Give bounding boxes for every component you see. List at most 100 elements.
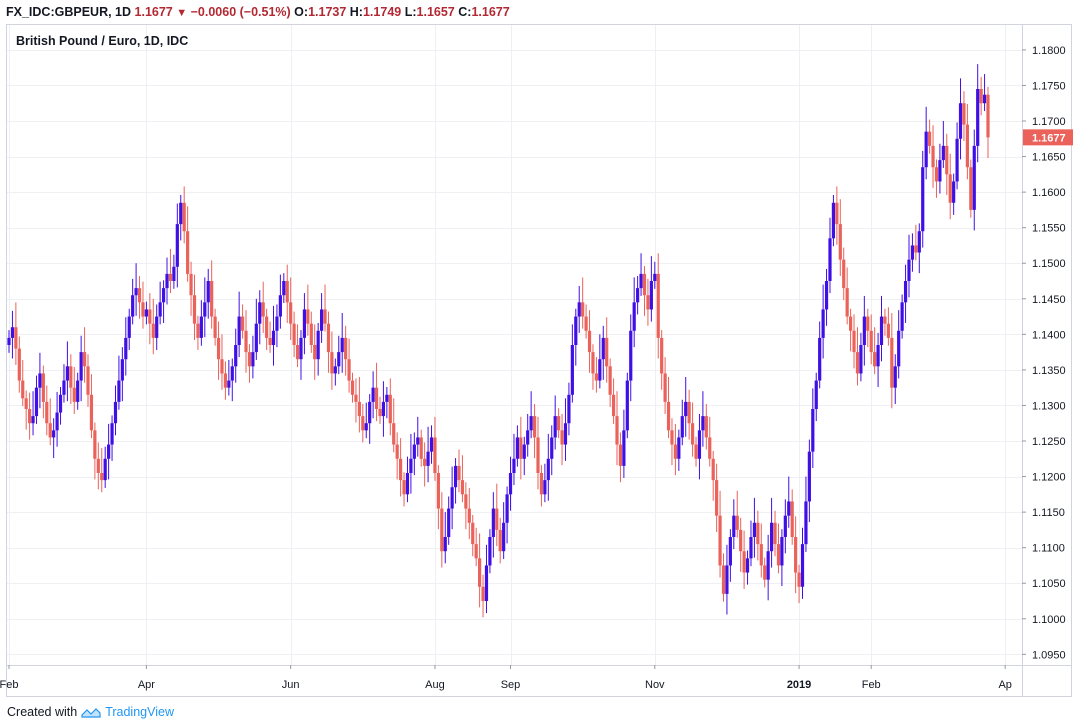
candle-down bbox=[189, 273, 193, 296]
candle-up bbox=[749, 537, 753, 559]
candle-down bbox=[361, 416, 365, 431]
candle-down bbox=[611, 394, 616, 417]
candle-down bbox=[344, 337, 348, 360]
candle-down bbox=[928, 131, 932, 146]
candle-down bbox=[24, 398, 28, 409]
candle-down bbox=[969, 167, 973, 210]
candle-down bbox=[457, 465, 461, 481]
candle-down bbox=[776, 544, 781, 566]
high-value: 1.1749 bbox=[362, 5, 402, 19]
candle-up bbox=[629, 330, 633, 381]
candle-down bbox=[378, 409, 382, 417]
candle-down bbox=[323, 309, 327, 324]
candle-down bbox=[423, 458, 427, 466]
candle-down bbox=[374, 387, 379, 409]
candle-up bbox=[416, 437, 420, 445]
candle-up bbox=[491, 508, 495, 537]
candle-down bbox=[464, 494, 468, 509]
candle-up bbox=[632, 302, 636, 331]
candle-down bbox=[440, 508, 444, 552]
candle-up bbox=[175, 224, 179, 267]
candle-down bbox=[467, 508, 471, 523]
open-label: O: bbox=[294, 5, 309, 19]
candle-up bbox=[203, 302, 207, 317]
candle-up bbox=[921, 167, 925, 232]
candle-up bbox=[769, 522, 774, 552]
candle-down bbox=[715, 480, 719, 516]
tradingview-brand[interactable]: TradingView bbox=[105, 705, 174, 719]
candle-down bbox=[742, 551, 746, 573]
candle-down bbox=[852, 330, 856, 353]
y-tick-label: 1.1000 bbox=[1032, 614, 1066, 626]
candle-down bbox=[965, 124, 969, 168]
candle-up bbox=[859, 345, 863, 374]
open-value: 1.1737 bbox=[308, 5, 347, 19]
candle-up bbox=[172, 266, 176, 281]
candle-up bbox=[550, 437, 554, 459]
candle-down bbox=[670, 430, 674, 445]
candle-down bbox=[931, 145, 935, 168]
candle-up bbox=[502, 522, 506, 552]
x-tick-label: Apr bbox=[138, 679, 155, 691]
x-tick-label: Sep bbox=[501, 679, 521, 691]
candle-up bbox=[752, 522, 757, 537]
candle-down bbox=[168, 273, 173, 281]
candle-up bbox=[443, 537, 447, 552]
candle-down bbox=[100, 473, 104, 481]
last-price-tag-label: 1.1677 bbox=[1032, 132, 1066, 144]
candle-up bbox=[876, 345, 880, 367]
candle-up bbox=[340, 337, 344, 353]
candle-down bbox=[292, 323, 296, 345]
y-tick-label: 1.1800 bbox=[1032, 45, 1066, 57]
candle-up bbox=[972, 145, 976, 210]
candle-down bbox=[244, 330, 248, 353]
candle-up bbox=[814, 380, 818, 409]
y-tick-label: 1.1250 bbox=[1032, 436, 1066, 448]
candle-down bbox=[735, 515, 739, 530]
candle-down bbox=[481, 586, 485, 601]
candle-up bbox=[625, 380, 629, 431]
candle-up bbox=[910, 245, 915, 260]
candle-down bbox=[419, 437, 423, 459]
candle-up bbox=[254, 323, 258, 353]
candle-up bbox=[271, 330, 276, 345]
candle-up bbox=[368, 401, 372, 424]
candle-down bbox=[265, 316, 269, 338]
candle-up bbox=[76, 380, 80, 402]
candle-down bbox=[845, 288, 849, 317]
candle-up bbox=[426, 451, 430, 466]
candle-down bbox=[330, 352, 334, 374]
footer-credit[interactable]: Created with TradingView bbox=[7, 705, 174, 719]
y-tick-label: 1.1200 bbox=[1032, 472, 1066, 484]
candle-down bbox=[357, 401, 361, 417]
candle-down bbox=[690, 423, 695, 445]
candle-up bbox=[155, 316, 159, 338]
candle-down bbox=[557, 416, 561, 431]
candle-up bbox=[412, 444, 416, 459]
price-change: −0.0060 (−0.51%) bbox=[190, 5, 291, 19]
candle-down bbox=[213, 316, 217, 338]
candle-down bbox=[41, 373, 45, 402]
candle-series bbox=[7, 64, 990, 618]
candle-up bbox=[563, 423, 568, 445]
candle-up bbox=[804, 501, 808, 545]
candle-up bbox=[7, 337, 11, 345]
candle-down bbox=[656, 273, 660, 338]
candle-up bbox=[522, 444, 526, 459]
candle-up bbox=[512, 458, 516, 473]
candle-up bbox=[622, 430, 626, 466]
candle-down bbox=[498, 529, 502, 552]
candle-down bbox=[223, 373, 228, 388]
candle-up bbox=[952, 181, 956, 203]
candle-up bbox=[831, 202, 836, 239]
candle-up bbox=[811, 409, 815, 452]
candle-down bbox=[72, 387, 76, 402]
candle-down bbox=[313, 345, 317, 360]
candle-down bbox=[354, 394, 358, 402]
candle-down bbox=[471, 522, 475, 545]
candle-down bbox=[436, 473, 440, 509]
candle-down bbox=[673, 444, 678, 459]
low-value: 1.1657 bbox=[416, 5, 455, 19]
candle-up bbox=[787, 501, 791, 516]
